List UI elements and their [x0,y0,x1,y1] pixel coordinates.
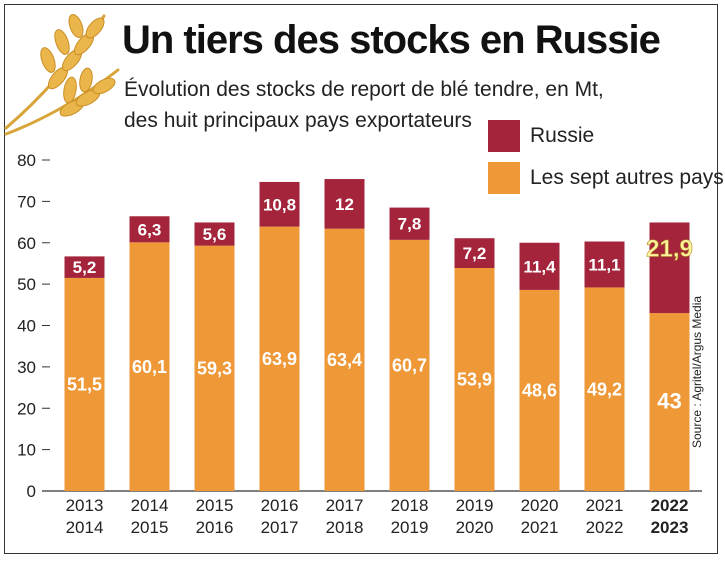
bar-others [519,289,560,491]
bar-russia [259,181,300,227]
data-label-others: 43 [657,388,681,413]
legend: Russie Les sept autres pays [488,116,724,200]
x-tick-label: 2022 [651,496,689,515]
data-label-others: 63,4 [327,350,362,370]
bar-others [454,267,495,491]
bar-others [64,277,105,491]
y-tick-label: 0 [27,482,36,501]
data-label-others: 51,5 [67,375,102,395]
x-tick-label: 2020 [456,518,494,537]
legend-item-others: Les sept autres pays [488,158,724,198]
chart-subtitle: Évolution des stocks de report de blé te… [124,78,604,132]
x-tick-label: 2019 [456,496,494,515]
data-label-others: 48,6 [522,381,557,401]
x-tick-label: 2014 [131,496,169,515]
y-tick-label: 10 [17,441,36,460]
data-label-others: 59,3 [197,359,232,379]
y-tick-label: 30 [17,358,36,377]
legend-label-others: Les sept autres pays [530,166,724,189]
data-label-others: 63,9 [262,349,297,369]
data-label-others: 53,9 [457,370,492,390]
legend-swatch-russia [488,120,520,152]
data-label-others: 60,1 [132,357,167,377]
bar-others [324,228,365,491]
x-tick-label: 2017 [261,518,299,537]
bar-russia [649,222,690,314]
x-tick-label: 2014 [66,518,104,537]
wheat-icon [4,14,120,136]
legend-swatch-others [488,162,520,194]
y-tick-label: 70 [17,192,36,211]
x-tick-label: 2017 [326,496,364,515]
data-label-others: 60,7 [392,356,427,376]
bar-others [129,242,170,491]
x-tick-label: 2020 [521,496,559,515]
x-tick-label: 2016 [196,518,234,537]
data-label-russia: 5,6 [203,225,227,244]
bar-russia [194,222,235,246]
data-label-russia: 6,3 [138,220,162,239]
data-label-russia: 11,4 [523,257,556,276]
bar-others [389,239,430,491]
x-tick-label: 2016 [261,496,299,515]
legend-label-russia: Russie [530,124,595,147]
x-tick-label: 2013 [66,496,104,515]
y-tick-label: 40 [17,317,36,336]
x-tick-label: 2022 [586,518,624,537]
bar-others [649,313,690,491]
data-label-russia: 11,1 [588,255,620,274]
bar-russia [519,242,560,290]
data-label-russia: 12 [335,195,354,214]
x-tick-label: 2018 [326,518,364,537]
bar-russia [454,238,495,268]
data-label-russia: 7,8 [398,215,422,234]
legend-item-russia: Russie [488,116,724,156]
bar-others [194,245,235,491]
chart-frame [4,4,718,554]
x-tick-label: 2021 [586,496,624,515]
y-tick-label: 80 [17,151,36,170]
x-tick-label: 2015 [131,518,169,537]
x-tick-label: 2019 [391,518,429,537]
x-tick-label: 2021 [521,518,559,537]
bar-russia [389,207,430,240]
data-label-russia: 7,2 [463,244,487,263]
data-label-others: 49,2 [587,379,622,399]
x-tick-label: 2018 [391,496,429,515]
bar-russia [324,179,365,229]
y-tick-label: 50 [17,275,36,294]
data-label-russia: 5,2 [73,258,97,277]
x-tick-label: 2015 [196,496,234,515]
y-tick-label: 20 [17,399,36,418]
bar-others [259,226,300,491]
y-tick-label: 60 [17,234,36,253]
bar-russia [129,216,170,243]
bar-others [584,287,625,491]
bar-russia [64,256,105,278]
x-tick-label: 2023 [651,518,689,537]
data-label-russia: 10,8 [263,195,296,214]
bar-russia [584,241,625,288]
data-label-russia: 21,9 [646,235,693,262]
chart-title: Un tiers des stocks en Russie [122,18,661,62]
